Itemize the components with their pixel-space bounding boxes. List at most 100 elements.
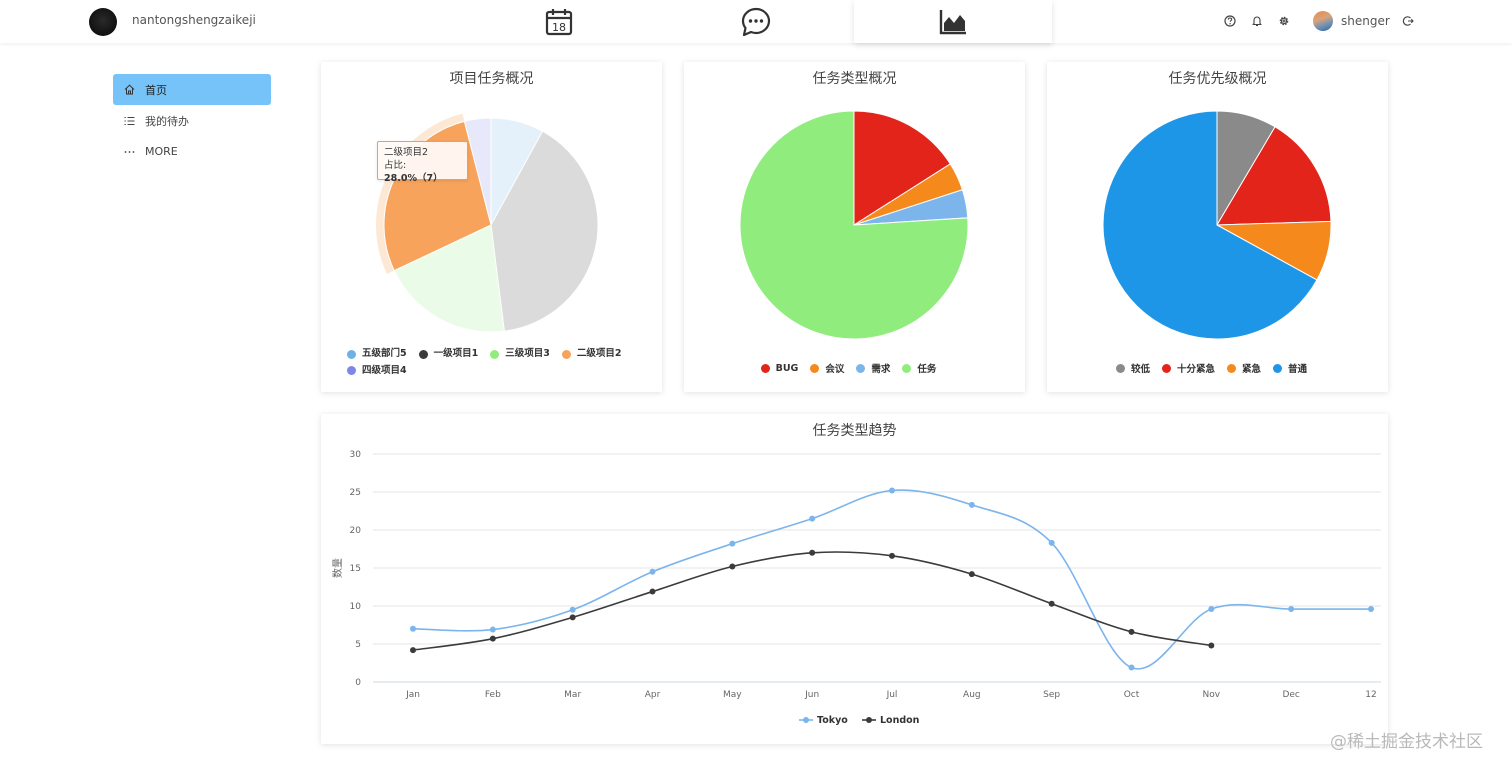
legend-item[interactable]: 会议 xyxy=(810,361,844,375)
data-point[interactable] xyxy=(649,588,656,595)
y-tick-label: 20 xyxy=(350,526,362,536)
sidebar-item-more[interactable]: MORE xyxy=(113,136,271,167)
calendar-day: 18 xyxy=(552,21,566,34)
y-tick-label: 15 xyxy=(350,564,361,574)
data-point[interactable] xyxy=(809,515,816,522)
data-point[interactable] xyxy=(1128,628,1135,635)
legend-marker xyxy=(418,349,428,359)
sidebar-item-label: 首页 xyxy=(145,83,167,97)
pie-slice[interactable] xyxy=(1102,110,1318,340)
data-point[interactable] xyxy=(968,571,975,578)
legend-item[interactable]: 普通 xyxy=(1273,361,1307,375)
legend-item[interactable]: 任务 xyxy=(902,361,936,375)
x-tick-label: Nov xyxy=(1203,690,1221,700)
legend-marker xyxy=(760,363,770,373)
x-tick-label: Oct xyxy=(1124,690,1140,700)
data-point[interactable] xyxy=(410,647,416,654)
legend-item[interactable]: 三级项目3 xyxy=(490,347,550,361)
legend-item[interactable]: 较低 xyxy=(1115,361,1150,375)
pie-slice[interactable] xyxy=(463,117,492,226)
legend-item[interactable]: London xyxy=(862,715,920,726)
y-tick-label: 5 xyxy=(355,640,361,650)
data-point[interactable] xyxy=(489,635,496,642)
pie-slice[interactable] xyxy=(1216,126,1332,226)
legend-item[interactable]: 四级项目4 xyxy=(347,364,407,378)
help-icon[interactable] xyxy=(1224,15,1236,27)
data-point[interactable] xyxy=(1368,606,1374,613)
data-point[interactable] xyxy=(569,606,576,613)
legend-item[interactable]: 二级项目2 xyxy=(561,347,622,361)
x-tick-label: 12 xyxy=(1365,690,1376,700)
bell-icon[interactable] xyxy=(1251,15,1263,27)
chart-legend: BUG 会议 需求 任务 xyxy=(684,361,1025,376)
data-point[interactable] xyxy=(410,625,416,632)
tooltip-value: 28.0%（7） xyxy=(384,173,443,184)
chart-title: 任务类型概况 xyxy=(812,71,897,87)
trend-line-chart[interactable]: 0 5 10 15 20 25 30 Jan Feb Mar Apr May Jun Jul Aug Sep O… xyxy=(321,414,1388,744)
legend-marker xyxy=(347,366,356,375)
project-pie-card: 项目任务概况 五级部门5 一级项目1 三级项目3 二级项目2 四级项目4 xyxy=(321,62,662,392)
calendar-icon: 18 xyxy=(545,8,573,35)
legend-label: 较低 xyxy=(1130,364,1150,375)
legend-label: 任务 xyxy=(917,364,937,375)
brand-name[interactable]: nantongshengzaikeji xyxy=(132,13,256,27)
pie-slice[interactable] xyxy=(393,224,505,333)
chart-tooltip: 二级项目2 占比: 28.0%（7） xyxy=(377,141,468,184)
chart-title: 项目任务概况 xyxy=(449,71,534,87)
legend-marker xyxy=(1161,363,1171,373)
priority-pie-chart[interactable] xyxy=(1047,92,1388,372)
logout-icon[interactable] xyxy=(1402,15,1414,27)
x-tick-label: Jul xyxy=(886,690,898,700)
sidebar-item-todo[interactable]: 我的待办 xyxy=(113,105,271,136)
legend-label: 紧急 xyxy=(1242,364,1262,375)
legend-item[interactable]: 紧急 xyxy=(1227,361,1261,375)
data-point[interactable] xyxy=(1208,642,1215,649)
chart-title: 任务类型趋势 xyxy=(812,423,897,439)
brand-avatar[interactable] xyxy=(89,8,117,36)
data-point[interactable] xyxy=(1128,664,1135,671)
series-line[interactable] xyxy=(412,551,1212,651)
data-point[interactable] xyxy=(1208,606,1215,613)
x-tick-label: Aug xyxy=(963,690,981,700)
pie-slice[interactable] xyxy=(490,117,544,226)
nav-calendar[interactable]: 18 xyxy=(460,0,658,43)
data-point[interactable] xyxy=(968,501,975,508)
pie-slice[interactable] xyxy=(490,130,599,332)
series-line[interactable] xyxy=(412,489,1371,670)
data-point[interactable] xyxy=(1048,600,1055,607)
nav-charts[interactable] xyxy=(854,0,1052,43)
chart-legend: 五级部门5 一级项目1 三级项目3 二级项目2 四级项目4 xyxy=(321,347,662,380)
sidebar: 首页 我的待办 MORE xyxy=(113,74,271,167)
legend-item[interactable]: BUG xyxy=(760,363,798,374)
legend-label: 四级项目4 xyxy=(362,364,407,376)
nav-messages[interactable] xyxy=(657,0,855,43)
user-avatar[interactable] xyxy=(1313,11,1333,31)
legend-item[interactable]: 五级部门5 xyxy=(347,347,407,361)
pie-slice[interactable] xyxy=(853,110,951,226)
type-pie-chart[interactable] xyxy=(684,92,1025,372)
sidebar-item-label: MORE xyxy=(145,145,178,158)
legend-label: 二级项目2 xyxy=(576,348,622,359)
legend-label: London xyxy=(880,715,920,726)
data-point[interactable] xyxy=(1048,539,1055,546)
sidebar-item-home[interactable]: 首页 xyxy=(113,74,271,105)
data-point[interactable] xyxy=(889,552,895,559)
legend-label: 需求 xyxy=(871,364,891,375)
legend-item[interactable]: 一级项目1 xyxy=(418,347,478,361)
legend-item[interactable]: 需求 xyxy=(856,361,890,375)
legend-item[interactable]: Tokyo xyxy=(799,715,848,726)
data-point[interactable] xyxy=(489,626,496,633)
data-point[interactable] xyxy=(569,614,576,621)
gear-icon[interactable] xyxy=(1278,15,1290,27)
data-point[interactable] xyxy=(649,568,656,575)
data-point[interactable] xyxy=(1288,606,1295,613)
data-point[interactable] xyxy=(809,549,816,556)
project-pie-chart[interactable] xyxy=(321,92,662,372)
legend-item[interactable]: 十分紧急 xyxy=(1161,361,1215,375)
user-name[interactable]: shenger xyxy=(1341,14,1390,28)
data-point[interactable] xyxy=(729,540,736,547)
data-point[interactable] xyxy=(729,563,736,570)
chat-bubble-icon xyxy=(741,7,771,36)
data-point[interactable] xyxy=(889,487,895,494)
pie-slice[interactable] xyxy=(739,110,969,340)
